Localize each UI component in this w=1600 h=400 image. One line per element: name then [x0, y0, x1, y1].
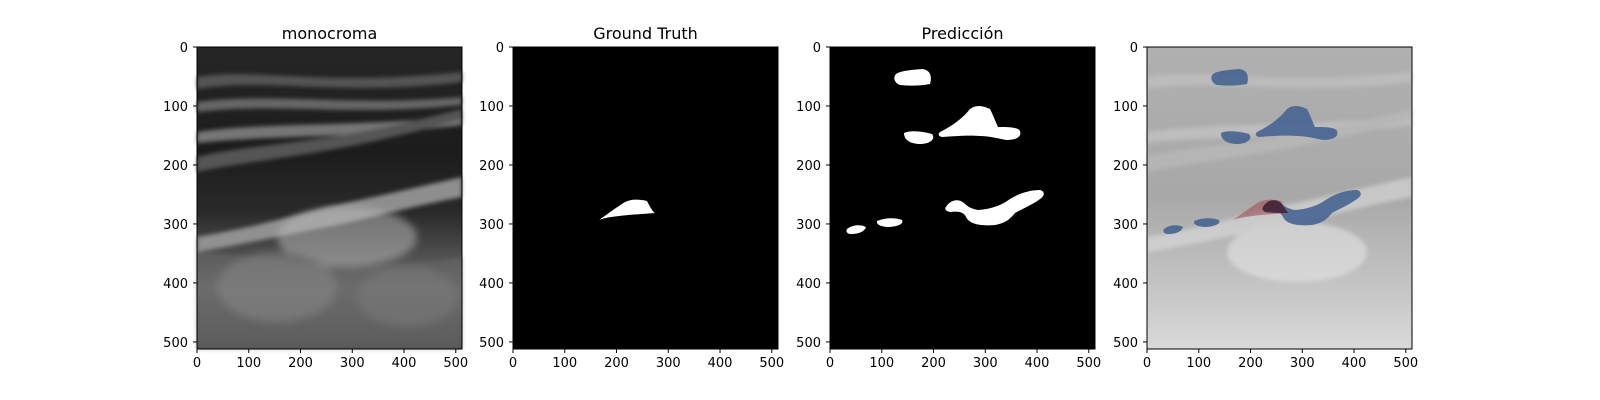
ground-truth-region [599, 199, 655, 220]
x-tick-label: 200 [604, 356, 629, 371]
x-tick-label: 400 [1025, 356, 1050, 371]
x-tick-label: 200 [1238, 356, 1263, 371]
prediction-regions [846, 69, 1044, 234]
x-tick-label: 500 [1393, 356, 1418, 371]
y-tick-label: 300 [796, 218, 821, 233]
x-tick-label: 200 [288, 356, 313, 371]
x-tick-label: 100 [552, 356, 577, 371]
panel-prediccion [829, 46, 1096, 350]
x-tick-label: 300 [973, 356, 998, 371]
y-tick-label: 200 [479, 159, 504, 174]
x-tick-label: 300 [656, 356, 681, 371]
y-tick-label: 400 [479, 277, 504, 292]
panel-title: Ground Truth [593, 24, 698, 43]
y-tick-label: 400 [163, 277, 188, 292]
x-tick-label: 0 [509, 356, 517, 371]
y-tick-label: 400 [796, 277, 821, 292]
y-tick-label: 300 [479, 218, 504, 233]
overlap-region [1262, 200, 1288, 213]
prediction-overlay-regions [1163, 69, 1361, 234]
ultrasound-image [197, 47, 462, 349]
y-tick-label: 0 [1130, 41, 1138, 56]
y-tick-label: 200 [1113, 159, 1138, 174]
y-tick-label: 200 [796, 159, 821, 174]
y-tick-label: 500 [163, 336, 188, 351]
y-tick-label: 100 [479, 100, 504, 115]
y-tick-label: 0 [496, 41, 504, 56]
mask-background [513, 47, 778, 349]
x-tick-label: 300 [340, 356, 365, 371]
panel-overlay [1146, 46, 1413, 350]
panel-title: monocroma [282, 24, 378, 43]
x-tick-label: 500 [759, 356, 784, 371]
axes-ground-truth: Ground Truth 0 100 200 300 400 500 0 100 200 300 40… [479, 24, 784, 371]
y-tick-label: 300 [1113, 218, 1138, 233]
x-tick-label: 400 [392, 356, 417, 371]
y-tick-label: 500 [796, 336, 821, 351]
y-tick-label: 100 [1113, 100, 1138, 115]
x-tick-label: 100 [236, 356, 261, 371]
x-tick-label: 0 [1143, 356, 1151, 371]
mask-background [830, 47, 1095, 349]
panel-monocroma [196, 46, 463, 350]
x-tick-label: 0 [826, 356, 834, 371]
x-tick-label: 400 [708, 356, 733, 371]
axes-monocromo: monocroma 0 100 200 300 400 500 0 100 200 300 400 50… [163, 24, 468, 371]
axes-overlay: 0 100 200 300 400 500 0 100 200 300 400 500 [1113, 41, 1418, 371]
y-tick-label: 0 [180, 41, 188, 56]
y-tick-label: 100 [796, 100, 821, 115]
axes-prediccion: Predicción 0 100 200 300 400 500 0 100 200 300 400 5… [796, 24, 1101, 371]
panel-ground-truth [512, 46, 779, 350]
y-tick-label: 500 [479, 336, 504, 351]
x-tick-label: 500 [443, 356, 468, 371]
panel-title: Predicción [921, 24, 1003, 43]
y-tick-label: 500 [1113, 336, 1138, 351]
y-tick-label: 100 [163, 100, 188, 115]
x-tick-label: 500 [1076, 356, 1101, 371]
axes-layer: monocroma 0 100 200 300 400 500 0 100 200 300 400 50… [163, 24, 1418, 371]
x-tick-label: 0 [193, 356, 201, 371]
x-tick-label: 300 [1290, 356, 1315, 371]
y-tick-label: 0 [813, 41, 821, 56]
x-tick-label: 100 [1186, 356, 1211, 371]
y-tick-label: 300 [163, 218, 188, 233]
x-tick-label: 200 [921, 356, 946, 371]
y-tick-label: 400 [1113, 277, 1138, 292]
x-tick-label: 100 [869, 356, 894, 371]
x-tick-label: 400 [1342, 356, 1367, 371]
y-tick-label: 200 [163, 159, 188, 174]
